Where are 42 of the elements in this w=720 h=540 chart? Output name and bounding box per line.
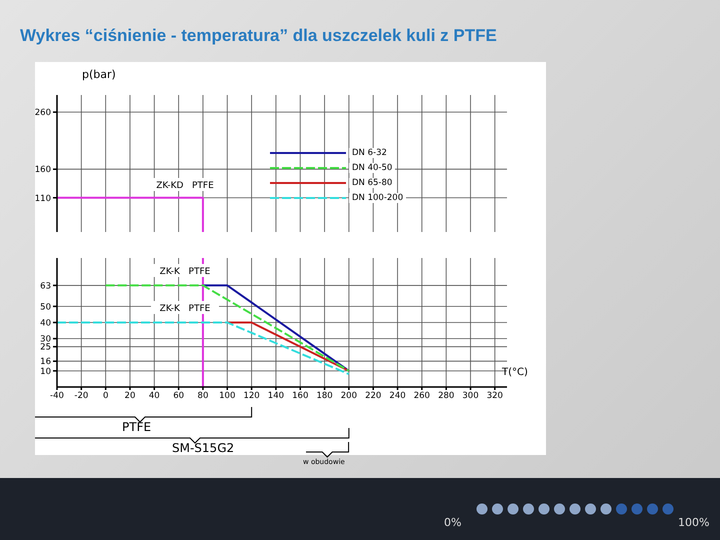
x-tick-label: -40 — [50, 391, 64, 402]
x-tick-label: 260 — [414, 391, 430, 402]
text: DN 40-50 — [349, 162, 396, 172]
x-tick-label: 300 — [462, 391, 479, 402]
y-axis-title: p(bar) — [82, 68, 116, 81]
text: 100% — [678, 516, 710, 529]
y-tick-label: 110 — [34, 194, 51, 204]
annotation: ZK-KD PTFE — [156, 181, 214, 191]
x-tick-label: 40 — [148, 391, 160, 402]
x-tick-label: 80 — [198, 391, 208, 402]
text: DN 65-80 — [349, 178, 396, 188]
x-tick-label: -20 — [74, 391, 88, 402]
x-tick-label: 180 — [316, 391, 333, 402]
x-tick-label: 320 — [486, 391, 503, 402]
x-tick-label: 60 — [173, 391, 184, 402]
y-tick-label: 16 — [40, 357, 51, 368]
x-tick-label: 100 — [219, 391, 236, 402]
chart-title: Wykres “ciśnienie - temperatura” dla uszczelek kuli z PTFE — [20, 26, 497, 46]
text: SM-S15G2 — [172, 441, 234, 455]
x-tick-label: 120 — [243, 391, 260, 402]
annotation: ZK-K PTFE — [160, 267, 211, 277]
x-tick-label: 240 — [389, 391, 406, 402]
y-tick-label: 63 — [40, 281, 51, 292]
x-tick-label: 0 — [102, 391, 108, 402]
text: DN 100-200 — [349, 192, 406, 202]
y-tick-label: 260 — [34, 108, 51, 118]
text: DN 6-32 — [349, 148, 390, 158]
x-tick-label: 280 — [438, 391, 454, 402]
y-tick-label: 50 — [40, 302, 51, 312]
y-tick-label: 10 — [40, 366, 51, 377]
y-tick-label: 25 — [40, 342, 51, 353]
x-tick-label: 20 — [124, 391, 136, 402]
x-tick-label: 220 — [365, 391, 382, 402]
y-tick-label: 40 — [40, 318, 51, 329]
y-tick-label: 160 — [34, 165, 51, 176]
x-tick-label: 140 — [268, 391, 284, 402]
annotation: ZK-K PTFE — [160, 304, 211, 314]
text: PTFE — [122, 420, 152, 434]
x-axis-title: T(°C) — [502, 367, 528, 378]
x-tick-label: 160 — [292, 391, 308, 402]
x-tick-label: 200 — [340, 391, 358, 402]
text: 0% — [444, 516, 462, 529]
